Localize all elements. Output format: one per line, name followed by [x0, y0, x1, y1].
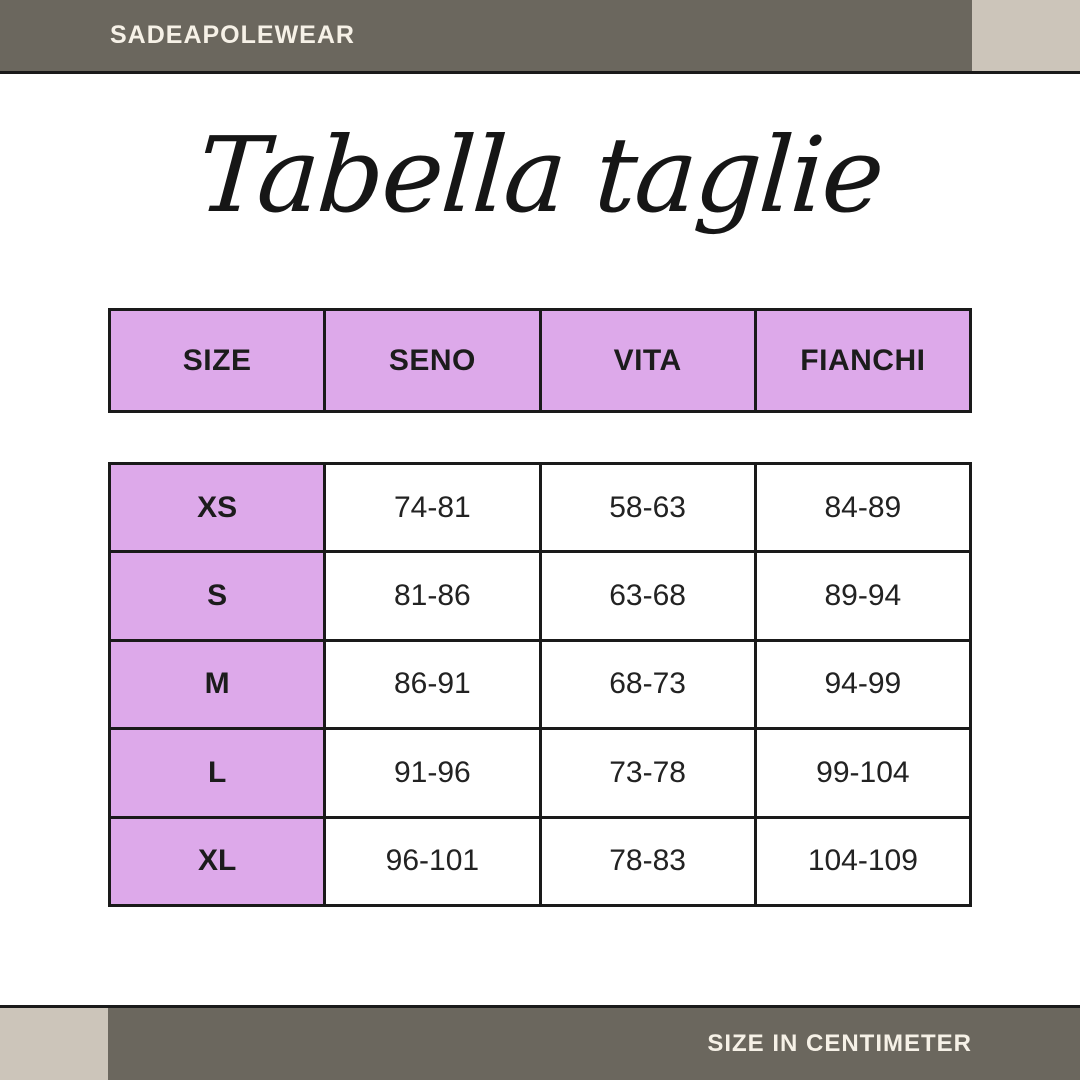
- table-row-m: M 86-91 68-73 94-99: [107, 638, 973, 731]
- size-label-m: M: [107, 638, 327, 731]
- vita-value-xl: 78-83: [538, 815, 757, 908]
- table-row-xs: XS 74-81 58-63 84-89: [107, 461, 973, 554]
- fianchi-value-s: 89-94: [753, 550, 973, 642]
- column-header-size: SIZE: [107, 308, 327, 413]
- bottom-left-accent-block: [0, 1008, 108, 1080]
- seno-value-xs: 74-81: [323, 461, 542, 554]
- size-label-xl: XL: [107, 815, 327, 908]
- column-header-seno: SENO: [323, 308, 542, 413]
- top-bar: SADEAPOLEWEAR: [0, 0, 1080, 74]
- vita-value-xs: 58-63: [538, 461, 757, 554]
- vita-value-s: 63-68: [538, 550, 757, 642]
- fianchi-value-l: 99-104: [753, 727, 973, 819]
- size-table-body: XS 74-81 58-63 84-89 S 81-86 63-68 89-94…: [107, 461, 973, 908]
- column-header-fianchi: FIANCHI: [753, 308, 973, 413]
- vita-value-m: 68-73: [538, 638, 757, 731]
- header-row: SIZE SENO VITA FIANCHI: [107, 308, 973, 413]
- vita-value-l: 73-78: [538, 727, 757, 819]
- brand-name: SADEAPOLEWEAR: [110, 21, 355, 49]
- size-table-header: SIZE SENO VITA FIANCHI: [107, 308, 973, 413]
- size-label-xs: XS: [107, 461, 327, 554]
- table-row-s: S 81-86 63-68 89-94: [107, 550, 973, 642]
- seno-value-s: 81-86: [323, 550, 542, 642]
- fianchi-value-xs: 84-89: [753, 461, 973, 554]
- footer-note: SIZE IN CENTIMETER: [707, 1030, 972, 1057]
- fianchi-value-xl: 104-109: [753, 815, 973, 908]
- column-header-vita: VITA: [538, 308, 757, 413]
- size-label-s: S: [107, 550, 327, 642]
- table-row-xl: XL 96-101 78-83 104-109: [107, 815, 973, 908]
- bottom-bar: SIZE IN CENTIMETER: [0, 1005, 1080, 1080]
- fianchi-value-m: 94-99: [753, 638, 973, 731]
- seno-value-xl: 96-101: [323, 815, 542, 908]
- size-label-l: L: [107, 727, 327, 819]
- table-row-l: L 91-96 73-78 99-104: [107, 727, 973, 819]
- seno-value-m: 86-91: [323, 638, 542, 731]
- seno-value-l: 91-96: [323, 727, 542, 819]
- top-right-accent-block: [972, 0, 1080, 71]
- page-title: Tabella taglie: [194, 114, 887, 236]
